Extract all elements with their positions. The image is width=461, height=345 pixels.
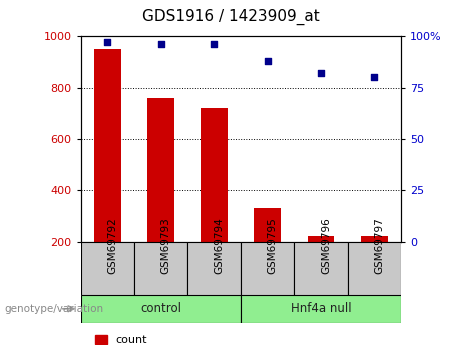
Bar <box>361 236 388 241</box>
Text: GSM69793: GSM69793 <box>161 217 171 274</box>
Bar <box>81 241 134 295</box>
Text: GDS1916 / 1423909_at: GDS1916 / 1423909_at <box>142 9 319 25</box>
Bar <box>94 49 121 242</box>
Text: Hnf4a null: Hnf4a null <box>290 302 351 315</box>
Point <box>104 40 111 45</box>
Point <box>317 70 325 76</box>
Point <box>371 75 378 80</box>
Bar <box>148 98 174 241</box>
Point <box>157 42 165 47</box>
Text: genotype/variation: genotype/variation <box>5 304 104 314</box>
Bar <box>254 208 281 242</box>
Text: GSM69796: GSM69796 <box>321 217 331 274</box>
Bar <box>294 241 348 295</box>
Bar <box>348 241 401 295</box>
Point <box>211 42 218 47</box>
Bar <box>188 241 241 295</box>
Bar <box>241 241 294 295</box>
Bar <box>307 236 334 241</box>
Text: GSM69797: GSM69797 <box>374 217 384 274</box>
Point <box>264 58 271 63</box>
Bar <box>201 108 228 242</box>
Legend: count, percentile rank within the sample: count, percentile rank within the sample <box>95 335 303 345</box>
Bar <box>134 241 188 295</box>
Text: GSM69795: GSM69795 <box>267 217 278 274</box>
Text: GSM69792: GSM69792 <box>107 217 118 274</box>
Text: control: control <box>140 302 181 315</box>
Bar <box>81 295 241 323</box>
Bar <box>241 295 401 323</box>
Text: GSM69794: GSM69794 <box>214 217 224 274</box>
